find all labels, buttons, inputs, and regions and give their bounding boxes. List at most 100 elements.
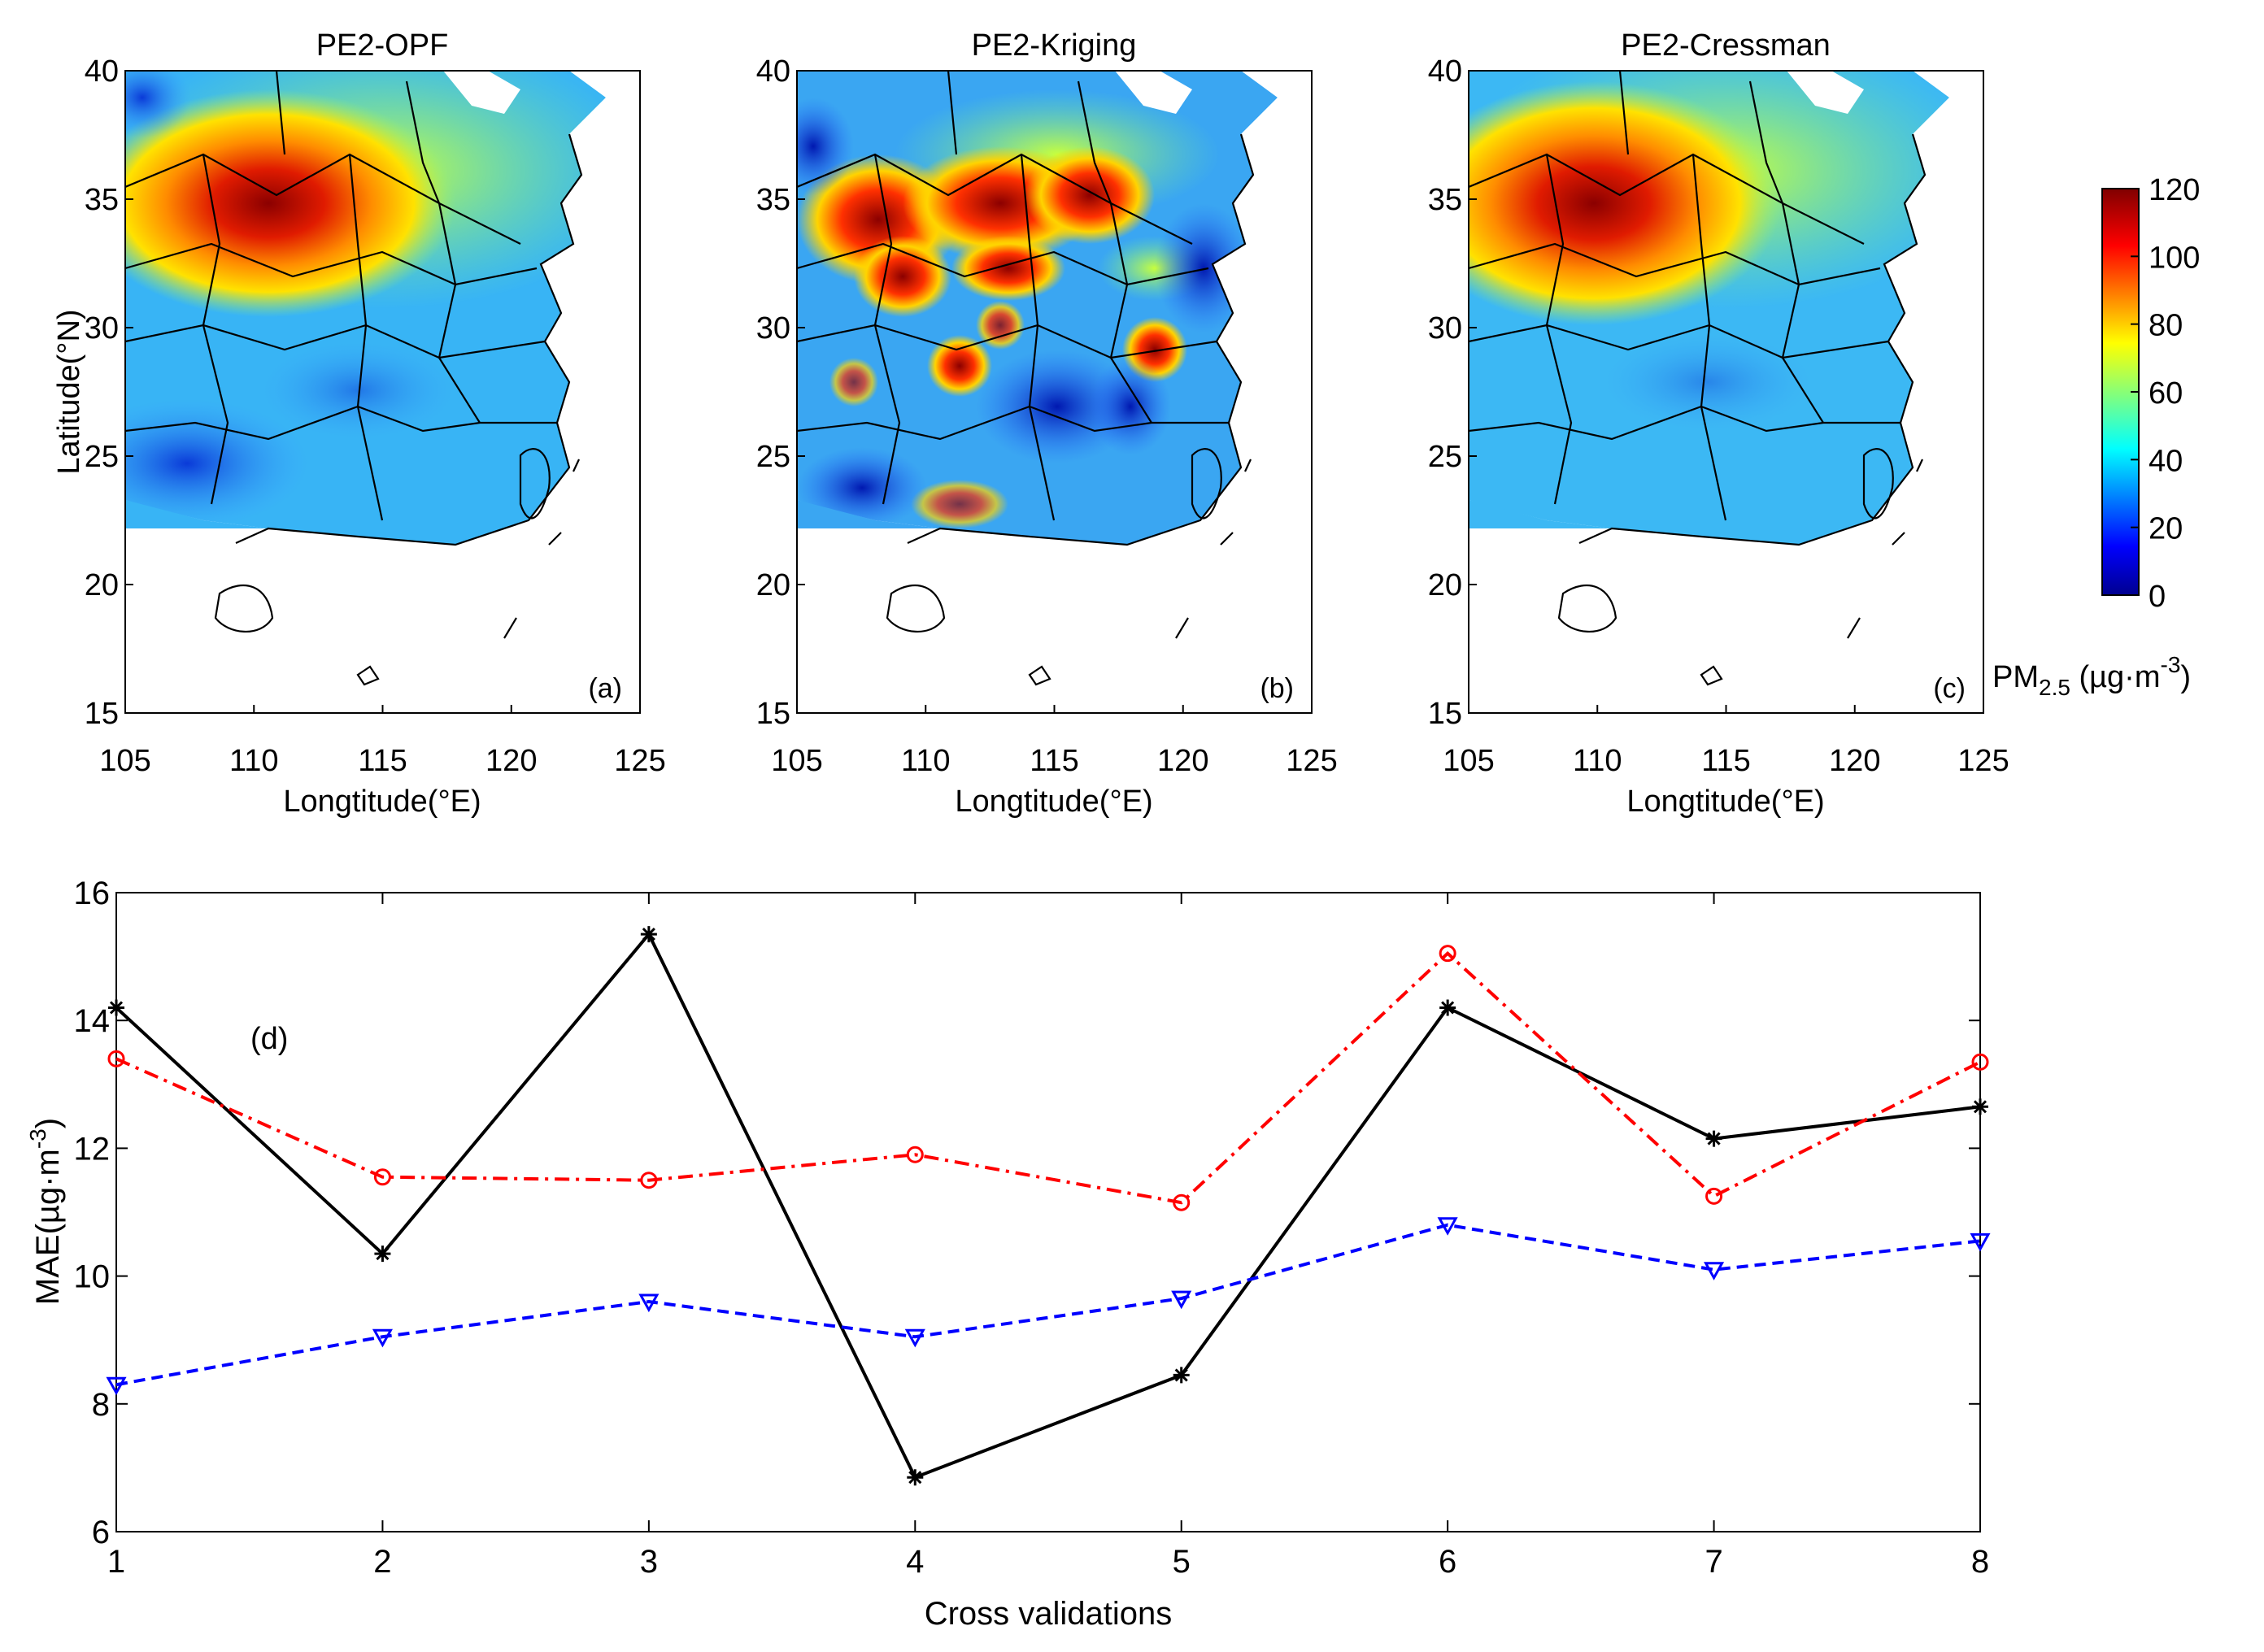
series-1-point	[108, 999, 124, 1016]
line-xtick-label: 5	[1173, 1544, 1191, 1580]
map-xtick-label: 120	[1157, 744, 1208, 778]
map-ytick-label: 20	[756, 568, 790, 602]
map-ytick-label: 25	[1428, 440, 1462, 474]
line-chart-series	[106, 926, 1991, 1486]
series-3-point	[1437, 1217, 1458, 1236]
colorbar-tick-label: 20	[2149, 512, 2183, 546]
pm25-field-b	[797, 71, 1312, 713]
map-b-xlabel: Longtitude(°E)	[955, 785, 1152, 819]
line-xtick-label: 6	[1439, 1544, 1456, 1580]
map-ytick-label: 25	[756, 440, 790, 474]
series-3-point	[1171, 1290, 1192, 1310]
colorbar-tick-label: 60	[2149, 376, 2183, 411]
map-ytick-label: 15	[1428, 697, 1462, 731]
series-1-point	[907, 1469, 924, 1486]
map-xtick-label: 110	[1573, 744, 1622, 778]
map-ytick-label: 20	[1428, 568, 1462, 602]
series-2-point	[1439, 945, 1456, 963]
map-xtick-label: 110	[229, 744, 279, 778]
line-xtick-label: 8	[1971, 1544, 1989, 1580]
colorbar-tick-label: 0	[2149, 580, 2166, 614]
map-xtick-label: 105	[1443, 744, 1494, 778]
map-ytick-label: 30	[756, 311, 790, 346]
series-1-point	[1705, 1130, 1722, 1147]
colorbar-tick-label: 40	[2149, 444, 2183, 478]
colorbar-tick-label: 80	[2149, 309, 2183, 343]
map-ytick-label: 25	[85, 440, 119, 474]
map-xtick-label: 110	[901, 744, 951, 778]
map-b-panel-label: (b)	[1260, 673, 1294, 704]
map-ytick-label: 15	[85, 697, 119, 731]
line-ytick-label: 10	[74, 1259, 111, 1295]
map-ytick-label: 35	[85, 183, 119, 217]
map-c-xlabel: Longtitude(°E)	[1626, 785, 1824, 819]
series-2-line	[115, 950, 1981, 1205]
map-ytick-label: 35	[756, 183, 790, 217]
series-3-point	[1970, 1232, 1991, 1252]
line-xtick-label: 1	[107, 1544, 125, 1580]
map-ytick-label: 20	[85, 568, 119, 602]
map-xtick-label: 120	[1829, 744, 1880, 778]
map-xtick-label: 120	[485, 744, 537, 778]
map-ytick-label: 30	[1428, 311, 1462, 346]
map-xtick-label: 115	[1701, 744, 1751, 778]
map-xtick-label: 125	[614, 744, 665, 778]
map-a-ylabel: Latitude(°N)	[52, 309, 86, 474]
line-chart-panel-label: (d)	[250, 1022, 288, 1056]
series-1-line	[115, 931, 1981, 1480]
pm25-field-c	[1469, 71, 1983, 713]
line-ytick-label: 12	[74, 1131, 111, 1167]
series-3-point	[904, 1328, 925, 1348]
map-ytick-label: 40	[1428, 54, 1462, 89]
series-2-point	[373, 1168, 391, 1186]
line-ytick-label: 16	[74, 876, 111, 911]
map-xtick-label: 115	[358, 744, 407, 778]
map-tick-labels: 105 110 115 120 125 15 20 25 30 35 40 105 110 115 120 1…	[85, 54, 2009, 778]
line-chart-plot-area	[115, 892, 1981, 1532]
series-2-point	[107, 1050, 125, 1067]
series-1-point	[374, 1246, 391, 1263]
map-xtick-label: 115	[1030, 744, 1079, 778]
line-ytick-label: 6	[92, 1515, 110, 1550]
line-chart-ylabel: MAE(µg·m-3)	[25, 1118, 66, 1305]
pm25-field-a	[125, 71, 640, 713]
series-3-point	[638, 1293, 660, 1313]
map-ytick-label: 15	[756, 697, 790, 731]
map-a-panel-label: (a)	[588, 673, 622, 704]
line-xtick-label: 3	[640, 1544, 658, 1580]
series-2-point	[640, 1172, 658, 1189]
series-1-point	[640, 926, 657, 943]
line-xtick-label: 7	[1705, 1544, 1722, 1580]
series-1-point	[1972, 1098, 1988, 1115]
map-xtick-label: 125	[1957, 744, 2009, 778]
series-3-point	[106, 1376, 127, 1396]
line-ytick-label: 8	[92, 1387, 110, 1423]
map-ytick-label: 40	[756, 54, 790, 89]
colorbar-ticks: 0 20 40 60 80 100 120	[2131, 173, 2200, 614]
series-3-point	[372, 1328, 393, 1348]
series-1-point	[1173, 1367, 1190, 1384]
map-panel-c: PE2-Cressman (c) Longtitude(°E)	[1468, 28, 1984, 819]
map-b-title: PE2-Kriging	[972, 28, 1137, 63]
colorbar: 0 20 40 60 80 100 120 PM2.5 (µg·m-3)	[1992, 173, 2200, 700]
series-2-point	[1705, 1187, 1723, 1205]
map-ytick-label: 35	[1428, 183, 1462, 217]
series-2-point	[1971, 1053, 1989, 1071]
series-3-point	[1704, 1262, 1725, 1280]
line-xtick-label: 4	[906, 1544, 924, 1580]
colorbar-tick-label: 120	[2149, 173, 2200, 207]
colorbar-unit-label: PM2.5 (µg·m-3)	[1992, 652, 2191, 700]
series-2-point	[1173, 1193, 1191, 1211]
line-xtick-label: 2	[373, 1544, 391, 1580]
line-ytick-label: 14	[74, 1003, 111, 1039]
map-xtick-label: 105	[99, 744, 150, 778]
line-chart-xlabel: Cross validations	[925, 1596, 1173, 1632]
map-ytick-label: 40	[85, 54, 119, 89]
map-panel-a: PE2-OPF (a) Latitude(°N) Longtitude(°E)	[52, 28, 641, 819]
map-c-panel-label: (c)	[1933, 673, 1966, 704]
series-1-point	[1439, 999, 1456, 1016]
map-a-xlabel: Longtitude(°E)	[283, 785, 481, 819]
